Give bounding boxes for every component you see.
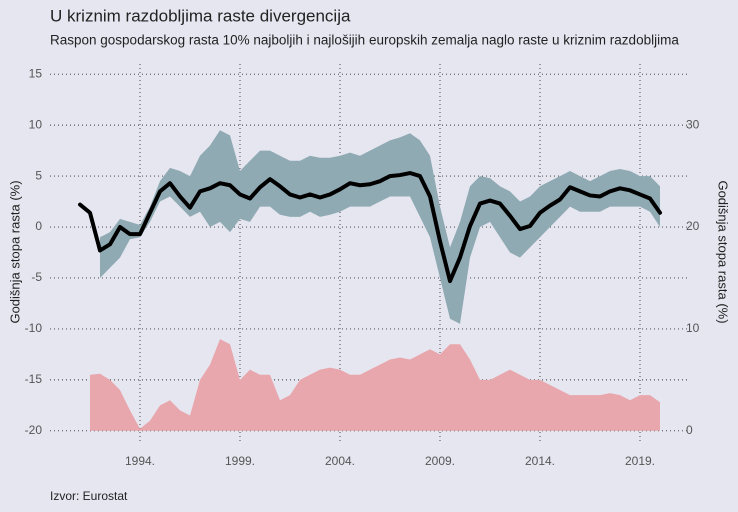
y2-tick-label: 10 (686, 321, 700, 335)
y2-tick-label: 30 (686, 117, 700, 131)
spread-area (90, 339, 660, 431)
chart-subtitle: Raspon gospodarskog rasta 10% najboljih … (50, 33, 679, 48)
y-tick-label: 0 (35, 219, 42, 233)
source-note: Izvor: Eurostat (50, 489, 128, 503)
y-tick-label: 15 (29, 66, 43, 80)
y-tick-label: -10 (25, 321, 43, 335)
y-axis-label: Godišnja stopa rasta (%) (7, 180, 22, 323)
y-tick-label: 5 (35, 168, 42, 182)
x-tick-label: 2019. (625, 454, 655, 468)
y2-tick-label: 20 (686, 219, 700, 233)
x-tick-label: 2009. (425, 454, 455, 468)
y-tick-label: -20 (25, 423, 43, 437)
y2-axis-label: Godišnja stopa rasta (%) (716, 180, 731, 323)
median-line (78, 171, 662, 284)
y2-tick-label: 0 (686, 423, 693, 437)
y-tick-label: 10 (29, 117, 43, 131)
range-band (100, 130, 660, 324)
y-tick-label: -15 (25, 372, 43, 386)
x-tick-label: 1999. (225, 454, 255, 468)
x-tick-label: 1994. (125, 454, 155, 468)
x-tick-label: 2004. (325, 454, 355, 468)
chart-title: U kriznim razdobljima raste divergencija (50, 6, 351, 25)
x-tick-label: 2014. (525, 454, 555, 468)
y-tick-label: -5 (31, 270, 42, 284)
